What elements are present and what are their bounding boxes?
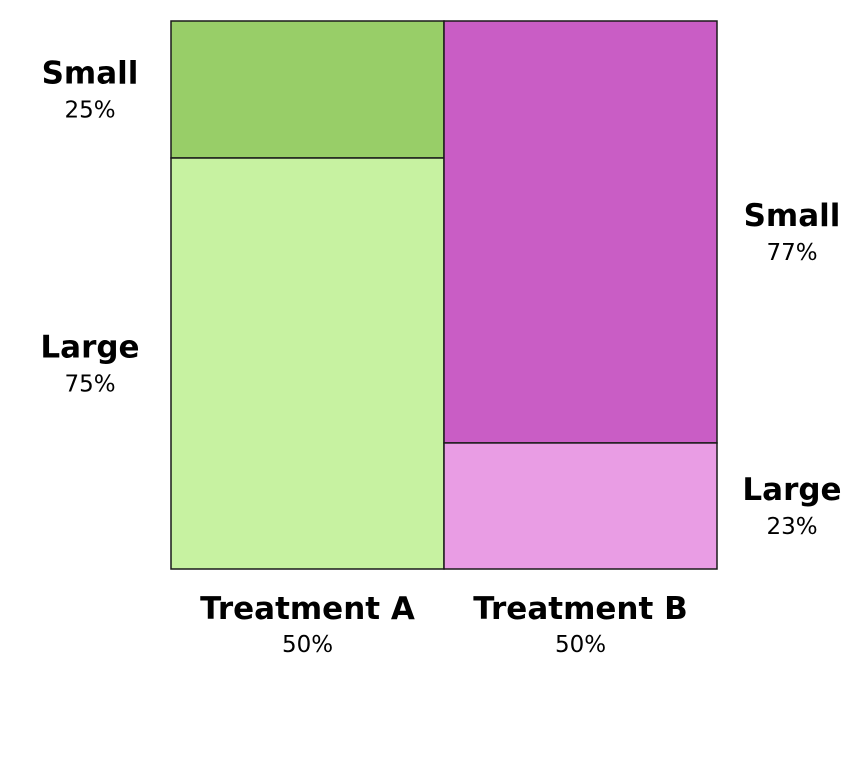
segment-label-0-1: Large xyxy=(40,330,139,366)
segment-pct-1-0: 77% xyxy=(766,240,817,266)
tile-0-1 xyxy=(170,157,445,570)
tile-1-1 xyxy=(443,442,718,570)
segment-pct-0-1: 75% xyxy=(64,372,115,398)
tile-0-0 xyxy=(170,20,445,159)
segment-label-1-0: Small xyxy=(744,198,841,234)
segment-pct-1-1: 23% xyxy=(766,514,817,540)
segment-label-1-1: Large xyxy=(742,472,841,508)
column-label-0: Treatment A xyxy=(200,591,415,627)
segment-label-0-0: Small xyxy=(42,56,139,92)
column-pct-0: 50% xyxy=(282,632,333,658)
segment-pct-0-0: 25% xyxy=(64,98,115,124)
column-label-1: Treatment B xyxy=(473,591,687,627)
tile-1-0 xyxy=(443,20,718,444)
column-pct-1: 50% xyxy=(555,632,606,658)
